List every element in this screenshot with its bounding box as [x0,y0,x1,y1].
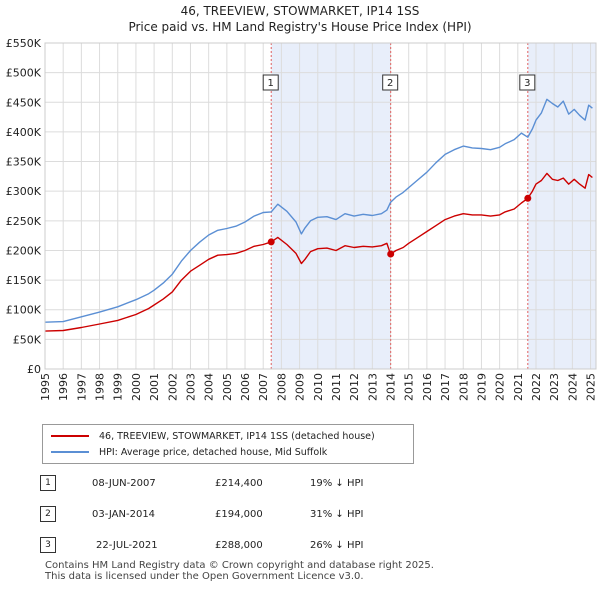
x-tick-label: 2003 [184,373,197,401]
y-tick-label: £450K [6,96,42,109]
legend-label-hpi: HPI: Average price, detached house, Mid … [99,446,328,458]
x-tick-label: 2004 [203,373,216,401]
x-tick-label: 1999 [112,373,125,401]
y-tick-label: £550K [6,37,42,50]
transaction-badge: 1 [40,475,56,491]
legend-label-property: 46, TREEVIEW, STOWMARKET, IP14 1SS (deta… [99,430,375,442]
price-chart: £0 £50K £100K £150K £200K £250K £300K £350K £400… [6,37,598,401]
transaction-badge: 2 [40,506,56,522]
legend: 46, TREEVIEW, STOWMARKET, IP14 1SS (deta… [42,424,414,464]
transaction-price: £288,000 [215,539,263,551]
x-tick-label: 2009 [294,373,307,401]
x-tick-label: 2016 [421,373,434,401]
x-tick-label: 2014 [385,373,398,401]
footer-copyright: Contains HM Land Registry data © Crown c… [45,560,434,571]
sale-label-number: 2 [387,78,393,89]
transaction-row: 1 08-JUN-2007 £214,400 19% ↓ HPI [40,474,363,492]
chart-subtitle: Price paid vs. HM Land Registry's House … [128,20,472,34]
transaction-date: 03-JAN-2014 [92,508,156,520]
chart-title: 46, TREEVIEW, STOWMARKET, IP14 1SS [180,4,420,18]
sale-label-box: 1 [262,74,279,91]
x-tick-label: 2002 [166,373,179,401]
x-tick-label: 2007 [257,373,270,401]
transaction-date: 08-JUN-2007 [92,477,156,489]
footer-license: This data is licensed under the Open Gov… [45,571,364,582]
transaction-delta: 26% ↓ HPI [310,539,364,551]
legend-swatch-red [51,435,89,437]
series-line [44,172,593,332]
x-tick-label: 2025 [585,373,598,401]
legend-item-hpi: HPI: Average price, detached house, Mid … [51,445,327,459]
transaction-row: 2 03-JAN-2014 £194,000 31% ↓ HPI [40,505,363,523]
x-tick-label: 1995 [39,373,52,401]
x-tick-label: 2001 [148,373,161,401]
legend-swatch-blue [51,451,89,453]
x-tick-label: 2000 [130,373,143,401]
legend-item-property: 46, TREEVIEW, STOWMARKET, IP14 1SS (deta… [51,429,375,443]
sale-label-box: 3 [519,74,536,91]
y-tick-label: £300K [6,185,42,198]
x-tick-label: 2019 [475,373,488,401]
sale-label-number: 3 [524,78,530,89]
x-tick-label: 1998 [94,373,107,401]
x-tick-label: 2011 [330,373,343,401]
transaction-price: £214,400 [215,477,263,489]
sale-point [267,238,275,246]
plot-border [44,42,597,370]
sale-label-frame [262,74,279,91]
y-tick-label: £100K [6,304,42,317]
x-tick-label: 2020 [494,373,507,401]
x-tick-label: 2021 [512,373,525,401]
y-tick-label: £200K [6,244,42,257]
y-tick-label: £50K [13,333,42,346]
y-tick-label: £0 [27,363,41,376]
ownership-shade [527,43,596,369]
transaction-row: 3 22-JUL-2021 £288,000 26% ↓ HPI [40,536,363,554]
x-tick-label: 2023 [548,373,561,401]
y-tick-label: £400K [6,126,42,139]
x-tick-label: 2005 [221,373,234,401]
y-tick-label: £250K [6,215,42,228]
ownership-shade [271,43,391,369]
y-tick-label: £150K [6,274,42,287]
transaction-price: £194,000 [215,508,263,520]
x-tick-label: 2008 [275,373,288,401]
transaction-delta: 19% ↓ HPI [310,477,364,489]
sale-label-frame [519,74,536,91]
x-tick-label: 2010 [312,373,325,401]
y-tick-label: £500K [6,67,42,80]
sale-label-box: 2 [382,74,399,91]
sale-label-frame [382,74,399,91]
x-tick-label: 2022 [530,373,543,401]
transaction-date: 22-JUL-2021 [96,539,158,551]
x-tick-label: 2012 [348,373,361,401]
transaction-delta: 31% ↓ HPI [310,508,364,520]
transaction-badge: 3 [40,537,56,553]
x-tick-label: 2015 [403,373,416,401]
x-tick-label: 2006 [239,373,252,401]
x-tick-label: 2018 [457,373,470,401]
sale-label-number: 1 [268,78,274,89]
x-tick-label: 2013 [366,373,379,401]
x-tick-label: 2024 [566,373,579,401]
sale-point [387,250,395,258]
x-tick-label: 1996 [57,373,70,401]
series-line [44,98,593,323]
sale-point [524,194,532,202]
x-tick-label: 2017 [439,373,452,401]
y-tick-label: £350K [6,156,42,169]
x-tick-label: 1997 [75,373,88,401]
